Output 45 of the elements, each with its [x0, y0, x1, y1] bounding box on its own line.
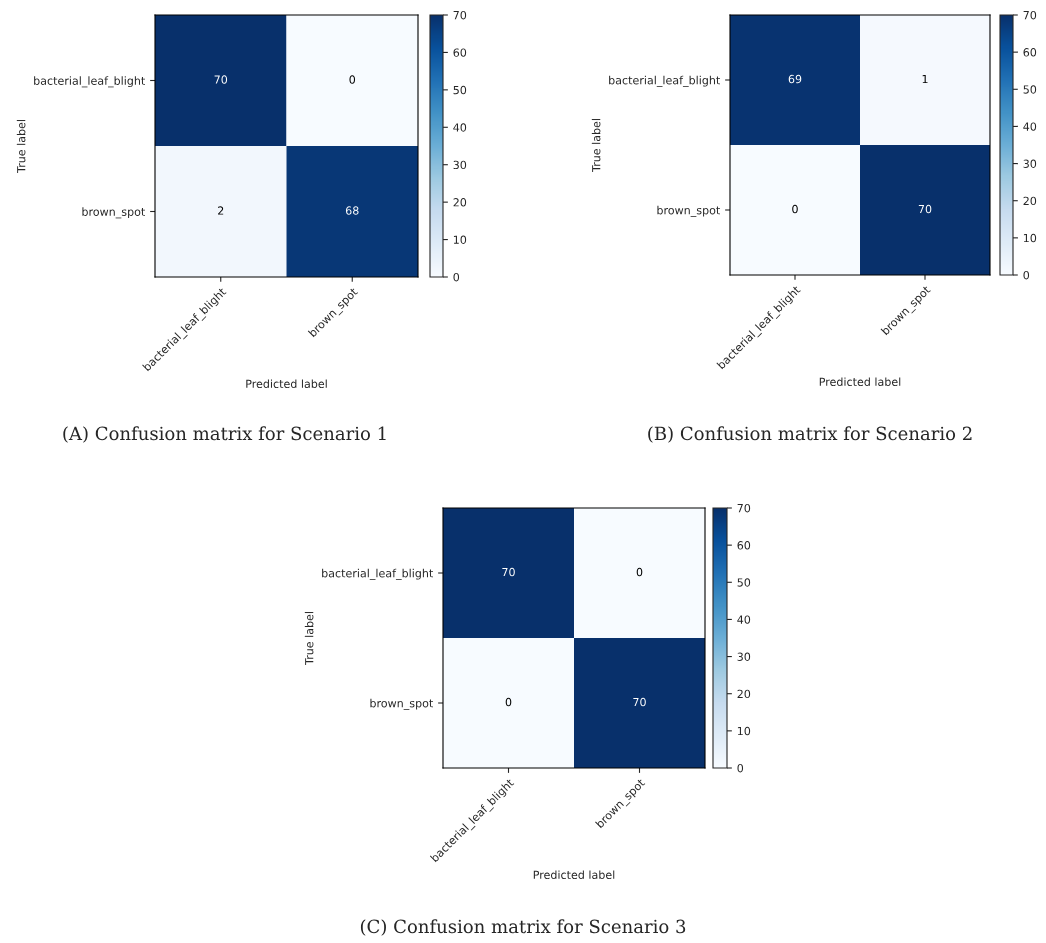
color-bar-label: 30: [1023, 159, 1037, 168]
color-bar-label: 70: [1023, 10, 1037, 20]
color-bar-label: 50: [737, 578, 751, 587]
x-axis-title: Predicted label: [819, 377, 901, 386]
text: (C) Confusion matrix for Scenario 3: [360, 919, 686, 936]
x-axis-title: Predicted label: [246, 379, 327, 388]
data-label: 1: [922, 74, 928, 84]
data-label: 0: [792, 204, 798, 214]
data-label: 0: [636, 567, 643, 577]
text: (A) Confusion matrix for Scenario 1: [63, 426, 386, 443]
color-bar-label: 20: [453, 198, 467, 207]
color-bar-label: 10: [737, 726, 751, 736]
color-bar-label: 70: [453, 10, 467, 20]
y-axis-title: True label: [591, 119, 601, 173]
data-label: 70: [918, 204, 932, 214]
text: (B) Confusion matrix for Scenario 2: [648, 426, 972, 443]
color-bar-label: 30: [453, 160, 467, 170]
y-axis-title: True label: [16, 120, 26, 174]
color-bar-label: 10: [453, 235, 467, 244]
color-bar-label: 60: [737, 541, 751, 550]
color-bar-label: 0: [1023, 270, 1030, 280]
color-bar-label: 50: [1023, 85, 1037, 94]
data-label: 70: [214, 75, 228, 84]
data-label: 70: [502, 567, 515, 577]
color-bar-label: 10: [1023, 233, 1037, 243]
color-bar-label: 0: [453, 272, 460, 282]
color-bar-label: 40: [453, 123, 467, 132]
color-bar-label: 20: [737, 689, 751, 699]
data-label: 70: [633, 697, 646, 707]
data-label: 69: [788, 74, 802, 84]
data-label: 2: [218, 206, 224, 215]
y-axis-title: True label: [304, 612, 314, 666]
color-bar-label: 0: [737, 763, 744, 773]
color-bar-label: 70: [737, 503, 751, 513]
color-bar-label: 20: [1023, 196, 1037, 206]
color-bar-label: 50: [453, 85, 467, 95]
data-label: 68: [345, 206, 359, 215]
color-bar-label: 30: [737, 652, 751, 661]
data-label: 0: [505, 697, 512, 707]
color-bar-label: 40: [1023, 122, 1037, 131]
color-bar-label: 60: [1023, 48, 1037, 57]
x-axis-title: Predicted label: [533, 870, 615, 879]
data-label: 0: [349, 75, 356, 84]
color-bar-label: 40: [737, 615, 751, 624]
color-bar-label: 60: [453, 48, 467, 57]
